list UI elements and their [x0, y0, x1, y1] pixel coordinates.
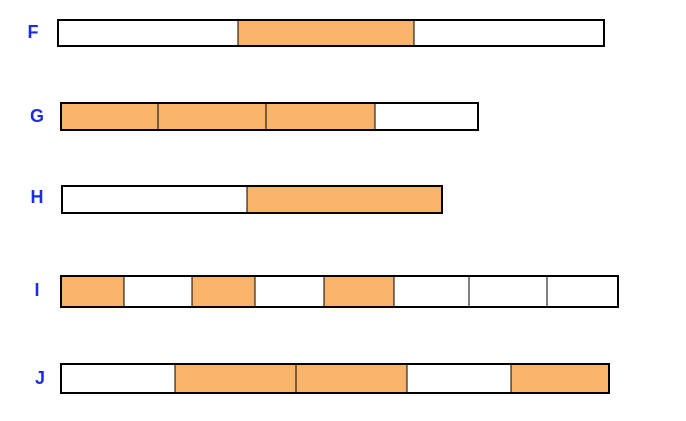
bar-row: F	[28, 19, 605, 47]
segment	[393, 275, 470, 308]
segment	[60, 102, 159, 131]
bar-frame	[60, 363, 610, 394]
bar-frame	[61, 185, 443, 214]
segment	[61, 185, 248, 214]
row-label: H	[31, 187, 44, 207]
segment	[510, 363, 610, 394]
row-label: I	[34, 280, 39, 300]
segment	[60, 275, 125, 308]
segment	[468, 275, 548, 308]
segment	[60, 363, 176, 394]
row-label: F	[28, 22, 39, 42]
segment	[254, 275, 325, 308]
segment	[191, 275, 256, 308]
segment	[374, 102, 479, 131]
segment	[546, 275, 619, 308]
segment	[237, 19, 415, 47]
segment	[246, 185, 443, 214]
bar-row: J	[35, 363, 610, 394]
bar-row: G	[30, 102, 479, 131]
segment	[123, 275, 193, 308]
segment	[57, 19, 239, 47]
bar-frame	[60, 275, 619, 308]
bar-row: I	[34, 275, 619, 308]
segment	[406, 363, 512, 394]
bar-row: H	[31, 185, 443, 214]
segment	[295, 363, 408, 394]
bar-frame	[60, 102, 479, 131]
segment	[265, 102, 376, 131]
segment	[323, 275, 395, 308]
segment	[174, 363, 297, 394]
bar-frame	[57, 19, 605, 47]
row-label: J	[35, 368, 45, 388]
row-label: G	[30, 106, 44, 126]
segment	[157, 102, 267, 131]
segment	[413, 19, 605, 47]
